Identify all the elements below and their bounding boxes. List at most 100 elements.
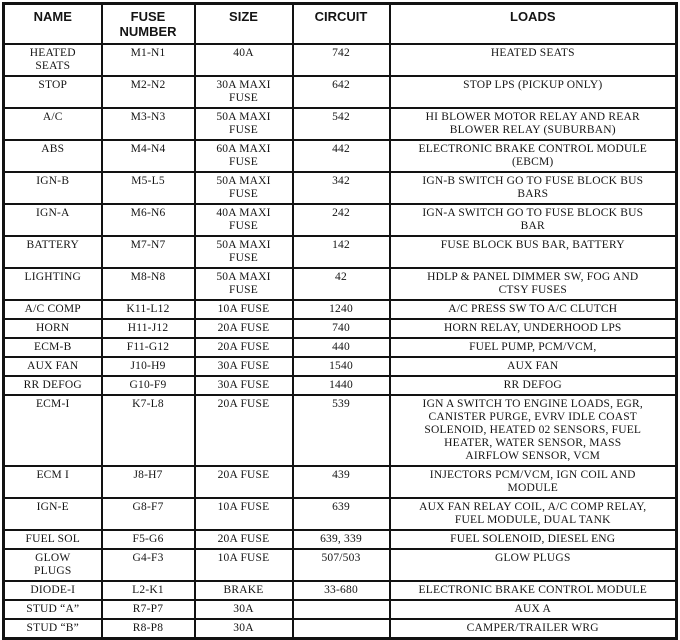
table-row: IGN-A M6-N6 40A MAXI FUSE 242 IGN-A SWIT… bbox=[2, 203, 678, 237]
table-row: HEATED SEATS M1-N1 40A 742 HEATED SEATS bbox=[2, 43, 678, 77]
cell-circuit: 442 bbox=[291, 139, 391, 173]
cell-name: ECM-B bbox=[2, 337, 103, 358]
cell-fuse-number: G8-F7 bbox=[100, 497, 196, 531]
cell-size: 30A FUSE bbox=[193, 375, 294, 396]
cell-circuit: 639, 339 bbox=[291, 529, 391, 550]
cell-circuit: 639 bbox=[291, 497, 391, 531]
cell-circuit: 740 bbox=[291, 318, 391, 339]
cell-loads: IGN-A SWITCH GO TO FUSE BLOCK BUS BAR bbox=[388, 203, 678, 237]
cell-size: 20A FUSE bbox=[193, 318, 294, 339]
cell-name: A/C bbox=[2, 107, 103, 141]
cell-name: IGN-E bbox=[2, 497, 103, 531]
cell-size: 10A FUSE bbox=[193, 299, 294, 320]
cell-loads: FUEL PUMP, PCM/VCM, bbox=[388, 337, 678, 358]
cell-size: 20A FUSE bbox=[193, 337, 294, 358]
cell-name: LIGHTING bbox=[2, 267, 103, 301]
cell-circuit: 242 bbox=[291, 203, 391, 237]
cell-size: BRAKE bbox=[193, 580, 294, 601]
cell-fuse-number: M8-N8 bbox=[100, 267, 196, 301]
cell-fuse-number: M2-N2 bbox=[100, 75, 196, 109]
cell-size: 10A FUSE bbox=[193, 548, 294, 582]
table-row: LIGHTING M8-N8 50A MAXI FUSE 42 HDLP & P… bbox=[2, 267, 678, 301]
column-header-size: SIZE bbox=[193, 2, 294, 45]
table-row: BATTERY M7-N7 50A MAXI FUSE 142 FUSE BLO… bbox=[2, 235, 678, 269]
cell-loads: ELECTRONIC BRAKE CONTROL MODULE (EBCM) bbox=[388, 139, 678, 173]
cell-fuse-number: R8-P8 bbox=[100, 618, 196, 640]
cell-circuit: 542 bbox=[291, 107, 391, 141]
cell-fuse-number: J10-H9 bbox=[100, 356, 196, 377]
table-row: DIODE-I L2-K1 BRAKE 33-680 ELECTRONIC BR… bbox=[2, 580, 678, 601]
cell-loads: AUX A bbox=[388, 599, 678, 620]
cell-fuse-number: H11-J12 bbox=[100, 318, 196, 339]
cell-circuit: 440 bbox=[291, 337, 391, 358]
cell-name: RR DEFOG bbox=[2, 375, 103, 396]
cell-fuse-number: M1-N1 bbox=[100, 43, 196, 77]
cell-size: 50A MAXI FUSE bbox=[193, 267, 294, 301]
cell-size: 30A MAXI FUSE bbox=[193, 75, 294, 109]
cell-size: 40A bbox=[193, 43, 294, 77]
cell-loads: AUX FAN RELAY COIL, A/C COMP RELAY, FUEL… bbox=[388, 497, 678, 531]
cell-fuse-number: F5-G6 bbox=[100, 529, 196, 550]
table-row: FUEL SOL F5-G6 20A FUSE 639, 339 FUEL SO… bbox=[2, 529, 678, 550]
cell-name: IGN-B bbox=[2, 171, 103, 205]
cell-loads: HORN RELAY, UNDERHOOD LPS bbox=[388, 318, 678, 339]
cell-fuse-number: M7-N7 bbox=[100, 235, 196, 269]
cell-size: 50A MAXI FUSE bbox=[193, 107, 294, 141]
cell-loads: IGN A SWITCH TO ENGINE LOADS, EGR, CANIS… bbox=[388, 394, 678, 467]
cell-fuse-number: F11-G12 bbox=[100, 337, 196, 358]
table-row: IGN-B M5-L5 50A MAXI FUSE 342 IGN-B SWIT… bbox=[2, 171, 678, 205]
cell-fuse-number: M5-L5 bbox=[100, 171, 196, 205]
cell-fuse-number: L2-K1 bbox=[100, 580, 196, 601]
cell-name: HEATED SEATS bbox=[2, 43, 103, 77]
cell-name: DIODE-I bbox=[2, 580, 103, 601]
cell-circuit: 507/503 bbox=[291, 548, 391, 582]
cell-fuse-number: R7-P7 bbox=[100, 599, 196, 620]
cell-fuse-number: M3-N3 bbox=[100, 107, 196, 141]
cell-name: STUD “A” bbox=[2, 599, 103, 620]
cell-size: 20A FUSE bbox=[193, 394, 294, 467]
table-row: HORN H11-J12 20A FUSE 740 HORN RELAY, UN… bbox=[2, 318, 678, 339]
cell-loads: FUEL SOLENOID, DIESEL ENG bbox=[388, 529, 678, 550]
cell-fuse-number: K11-L12 bbox=[100, 299, 196, 320]
cell-circuit: 1240 bbox=[291, 299, 391, 320]
table-row: AUX FAN J10-H9 30A FUSE 1540 AUX FAN bbox=[2, 356, 678, 377]
cell-circuit: 342 bbox=[291, 171, 391, 205]
cell-size: 30A bbox=[193, 618, 294, 640]
cell-loads: HEATED SEATS bbox=[388, 43, 678, 77]
cell-name: IGN-A bbox=[2, 203, 103, 237]
column-header-circuit: CIRCUIT bbox=[291, 2, 391, 45]
cell-circuit bbox=[291, 618, 391, 640]
cell-circuit: 539 bbox=[291, 394, 391, 467]
cell-loads: ELECTRONIC BRAKE CONTROL MODULE bbox=[388, 580, 678, 601]
cell-loads: RR DEFOG bbox=[388, 375, 678, 396]
table-row: ABS M4-N4 60A MAXI FUSE 442 ELECTRONIC B… bbox=[2, 139, 678, 173]
cell-size: 20A FUSE bbox=[193, 529, 294, 550]
table-row: ECM I J8-H7 20A FUSE 439 INJECTORS PCM/V… bbox=[2, 465, 678, 499]
cell-size: 50A MAXI FUSE bbox=[193, 235, 294, 269]
column-header-loads: LOADS bbox=[388, 2, 678, 45]
cell-loads: STOP LPS (PICKUP ONLY) bbox=[388, 75, 678, 109]
cell-circuit: 33-680 bbox=[291, 580, 391, 601]
cell-circuit bbox=[291, 599, 391, 620]
cell-size: 20A FUSE bbox=[193, 465, 294, 499]
cell-loads: INJECTORS PCM/VCM, IGN COIL AND MODULE bbox=[388, 465, 678, 499]
cell-name: ECM-I bbox=[2, 394, 103, 467]
cell-size: 10A FUSE bbox=[193, 497, 294, 531]
cell-name: HORN bbox=[2, 318, 103, 339]
cell-loads: AUX FAN bbox=[388, 356, 678, 377]
cell-size: 30A bbox=[193, 599, 294, 620]
table-row: A/C M3-N3 50A MAXI FUSE 542 HI BLOWER MO… bbox=[2, 107, 678, 141]
cell-name: AUX FAN bbox=[2, 356, 103, 377]
cell-name: ECM I bbox=[2, 465, 103, 499]
cell-loads: FUSE BLOCK BUS BAR, BATTERY bbox=[388, 235, 678, 269]
cell-fuse-number: J8-H7 bbox=[100, 465, 196, 499]
cell-name: A/C COMP bbox=[2, 299, 103, 320]
cell-circuit: 439 bbox=[291, 465, 391, 499]
cell-fuse-number: M6-N6 bbox=[100, 203, 196, 237]
cell-circuit: 42 bbox=[291, 267, 391, 301]
table-row: IGN-E G8-F7 10A FUSE 639 AUX FAN RELAY C… bbox=[2, 497, 678, 531]
header-row: NAME FUSE NUMBER SIZE CIRCUIT LOADS bbox=[2, 2, 678, 45]
cell-fuse-number: G10-F9 bbox=[100, 375, 196, 396]
table-row: GLOW PLUGS G4-F3 10A FUSE 507/503 GLOW P… bbox=[2, 548, 678, 582]
